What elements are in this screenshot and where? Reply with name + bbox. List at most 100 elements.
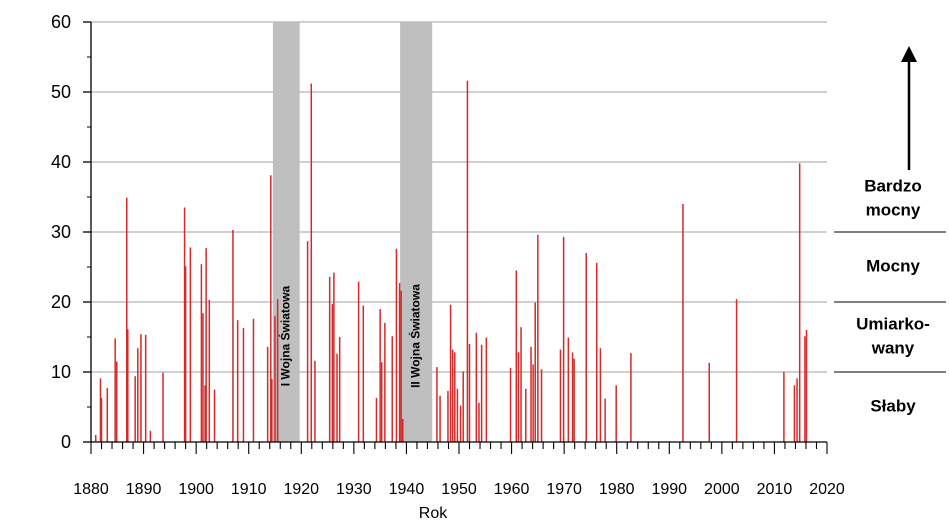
bar-66 — [485, 337, 488, 442]
bar-63 — [475, 332, 478, 442]
bar-25 — [236, 320, 239, 442]
bar-53 — [439, 395, 441, 442]
x-tick-label-1950: 1950 — [441, 481, 477, 498]
war-label-1: I Wojna Światowa — [277, 285, 292, 386]
bar-83 — [595, 262, 598, 442]
bar-67 — [509, 367, 512, 442]
x-tick-label-2000: 2000 — [704, 481, 740, 498]
bar-75 — [537, 234, 539, 442]
bar-93 — [796, 378, 798, 442]
bar-29 — [270, 175, 272, 443]
bar-21 — [205, 248, 207, 442]
up-arrow-head-icon — [901, 46, 917, 62]
x-tick-label-1920: 1920 — [283, 481, 319, 498]
bar-47 — [391, 336, 393, 442]
bar-33 — [306, 241, 309, 442]
bar-3 — [100, 397, 103, 442]
bar-14 — [162, 372, 164, 442]
x-tick-label-1890: 1890 — [126, 481, 162, 498]
bar-18 — [200, 264, 203, 442]
y-tick-label-30: 30 — [51, 222, 71, 242]
bar-60 — [462, 371, 464, 442]
bar-13 — [149, 430, 152, 442]
x-tick-label-2010: 2010 — [757, 481, 793, 498]
bar-87 — [630, 353, 632, 442]
bar-41 — [357, 281, 360, 442]
y-tick-label-0: 0 — [61, 432, 71, 452]
gridlines — [91, 21, 827, 373]
bar-71 — [525, 388, 527, 442]
intensity-categories: Słaby Umiarko-wany Mocny Bardzo mocny — [834, 46, 946, 415]
bar-1 — [94, 435, 97, 442]
bar-10 — [137, 348, 139, 442]
bar-28 — [266, 346, 269, 442]
x-tick-label-1930: 1930 — [336, 481, 372, 498]
x-tick-label-2020: 2020 — [809, 481, 845, 498]
bar-11 — [140, 334, 142, 442]
bar-94 — [798, 163, 801, 442]
bar-44 — [379, 309, 381, 442]
bar-36 — [328, 276, 331, 442]
bar-92 — [793, 385, 796, 442]
bar-51 — [401, 418, 404, 442]
bar-74 — [534, 302, 536, 442]
bar-55 — [449, 304, 452, 442]
category-label-2-line-1: Umiarko- — [856, 314, 930, 333]
bar-95 — [804, 336, 806, 442]
bar-68 — [515, 270, 518, 442]
bar-34 — [310, 83, 313, 442]
y-tick-label-50: 50 — [51, 82, 71, 102]
axes: 0 10 20 30 40 50 60 1880 1890 1900 1910 1920 1930 194… — [51, 12, 845, 498]
bar-80 — [571, 352, 574, 442]
y-tick-label-40: 40 — [51, 152, 71, 172]
bar-30 — [271, 379, 273, 442]
bar-9 — [134, 376, 136, 442]
bar-58 — [456, 388, 459, 442]
bar-45 — [380, 362, 383, 442]
bar-49 — [398, 283, 401, 442]
x-tick-label-1880: 1880 — [73, 481, 109, 498]
bar-86 — [615, 385, 617, 442]
bar-39 — [336, 353, 338, 442]
bar-54 — [447, 390, 449, 442]
bar-89 — [708, 362, 710, 442]
bar-85 — [604, 398, 606, 442]
bar-84 — [599, 348, 602, 442]
bar-61 — [466, 80, 469, 443]
bar-6 — [116, 361, 118, 442]
bar-76 — [540, 369, 543, 442]
bar-72 — [530, 346, 532, 442]
bar-77 — [559, 349, 562, 442]
bar-46 — [384, 323, 386, 442]
bar-24 — [232, 229, 234, 442]
bar-26 — [242, 327, 245, 442]
category-label-1-line-1: Słaby — [870, 396, 916, 415]
bar-16 — [184, 266, 187, 442]
bar-56 — [451, 349, 454, 442]
bar-4 — [106, 388, 109, 442]
bar-19 — [202, 313, 204, 442]
bar-90 — [735, 299, 738, 442]
bar-22 — [208, 299, 211, 442]
bar-32 — [276, 299, 279, 442]
bar-65 — [480, 344, 483, 442]
bar-59 — [459, 405, 462, 442]
bar-8 — [127, 329, 129, 442]
category-label-4-line-1: Bardzo — [864, 176, 922, 195]
bar-15 — [183, 207, 186, 442]
bar-79 — [567, 337, 570, 442]
bar-50 — [400, 290, 402, 442]
bar-5 — [114, 338, 116, 442]
bar-42 — [362, 305, 365, 442]
x-tick-label-1980: 1980 — [599, 481, 635, 498]
y-tick-label-20: 20 — [51, 292, 71, 312]
category-label-3-line-1: Mocny — [866, 256, 920, 275]
bar-88 — [682, 204, 684, 442]
bar-62 — [468, 344, 471, 442]
bar-81 — [573, 358, 575, 442]
bar-70 — [520, 327, 522, 442]
bar-7 — [125, 197, 128, 442]
category-label-2-line-2: wany — [871, 338, 915, 357]
